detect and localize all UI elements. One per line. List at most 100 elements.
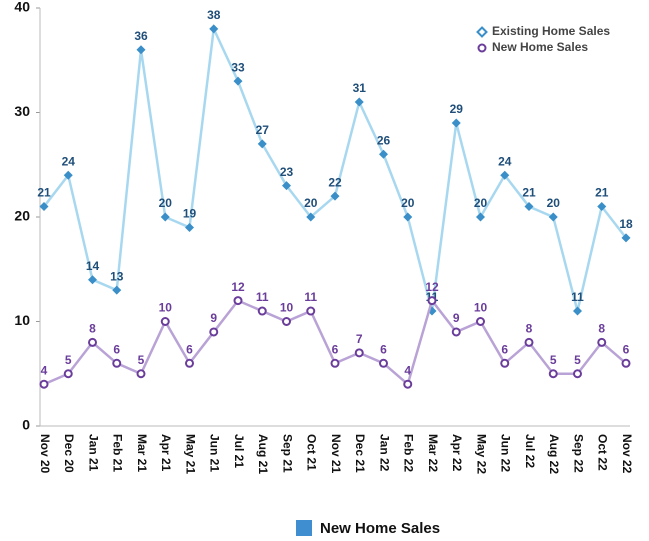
point — [88, 275, 97, 285]
x-tick-label: Nov 21 — [329, 434, 343, 474]
x-tick-label: Mar 21 — [135, 434, 149, 472]
x-tick-label: Jan 21 — [86, 434, 100, 472]
point — [112, 358, 122, 368]
data-label: 4 — [404, 363, 411, 377]
x-tick-label: Feb 22 — [402, 434, 416, 472]
point — [427, 296, 437, 306]
x-tick-label: Oct 21 — [305, 434, 319, 471]
x-tick-label: Jan 22 — [377, 434, 391, 472]
x-tick-label: Nov 22 — [620, 434, 634, 474]
x-tick-label: Oct 22 — [596, 434, 610, 471]
legend-label: New Home Sales — [492, 40, 588, 54]
data-label: 21 — [37, 186, 51, 200]
data-label: 19 — [183, 207, 197, 221]
legend-label: Existing Home Sales — [492, 24, 610, 38]
y-tick-label: 10 — [14, 312, 30, 328]
point — [621, 358, 631, 368]
x-tick-label: Mar 22 — [426, 434, 440, 472]
bottom-legend-label: New Home Sales — [320, 520, 440, 537]
data-label: 6 — [501, 342, 508, 356]
point — [88, 337, 97, 347]
point — [136, 45, 146, 55]
point — [573, 369, 582, 379]
point — [160, 317, 170, 326]
data-label: 14 — [86, 259, 100, 273]
point — [451, 118, 461, 128]
x-tick-label: May 22 — [474, 434, 488, 474]
data-label: 5 — [574, 353, 581, 367]
point — [500, 170, 510, 180]
point — [209, 327, 219, 337]
point — [597, 337, 607, 347]
data-label: 12 — [425, 280, 439, 294]
point — [112, 285, 122, 295]
point — [524, 202, 534, 212]
bottom-legend-swatch — [296, 520, 312, 536]
point — [306, 306, 316, 316]
point — [306, 212, 316, 222]
point — [39, 202, 49, 212]
data-label: 9 — [453, 311, 460, 325]
data-label: 9 — [210, 311, 217, 325]
data-label: 5 — [65, 353, 72, 367]
data-label: 20 — [159, 196, 173, 210]
data-label: 36 — [134, 29, 148, 43]
data-label: 38 — [207, 8, 221, 22]
data-label: 31 — [353, 81, 367, 95]
x-tick-label: May 21 — [183, 434, 197, 474]
point — [257, 139, 267, 149]
data-label: 21 — [595, 186, 609, 200]
point — [354, 348, 364, 358]
legend-marker — [477, 43, 487, 53]
data-label: 20 — [547, 196, 561, 210]
point — [548, 369, 558, 379]
x-tick-label: Aug 22 — [547, 434, 561, 474]
point — [185, 358, 194, 368]
x-tick-label: Jun 21 — [208, 434, 222, 472]
data-label: 26 — [377, 133, 391, 147]
point — [330, 358, 340, 368]
data-label: 6 — [623, 342, 630, 356]
point — [403, 212, 413, 222]
data-label: 6 — [380, 342, 387, 356]
point — [500, 358, 510, 368]
data-label: 11 — [571, 290, 584, 304]
y-tick-label: 30 — [14, 103, 30, 119]
x-tick-label: Apr 21 — [159, 434, 173, 472]
data-label: 18 — [619, 217, 633, 231]
point — [476, 317, 485, 326]
data-label: 27 — [256, 123, 270, 137]
data-label: 29 — [450, 102, 464, 116]
data-label: 10 — [474, 301, 488, 315]
data-label: 5 — [550, 353, 557, 367]
data-label: 4 — [41, 363, 48, 377]
point — [476, 212, 485, 222]
legend-marker — [476, 26, 488, 38]
point — [233, 76, 243, 86]
data-label: 6 — [113, 342, 120, 356]
point — [185, 222, 194, 232]
point — [282, 181, 291, 191]
data-label: 6 — [332, 342, 339, 356]
data-label: 10 — [280, 301, 294, 315]
data-label: 8 — [598, 322, 605, 336]
point — [257, 306, 267, 316]
point — [524, 337, 534, 347]
x-tick-label: Dec 21 — [353, 434, 367, 473]
point — [379, 358, 388, 368]
data-label: 7 — [356, 332, 363, 346]
x-tick-label: Jul 21 — [232, 434, 246, 468]
point — [282, 317, 291, 326]
data-label: 20 — [401, 196, 415, 210]
point — [63, 170, 73, 180]
point — [63, 369, 73, 379]
data-label: 13 — [110, 269, 124, 283]
y-tick-label: 0 — [22, 417, 30, 433]
data-label: 6 — [186, 342, 193, 356]
series: 4 5 8 6 5 10 6 9 12 11 10 11 6 7 6 4 12 9 10 6 8 5 5 8 6 — [39, 280, 631, 389]
x-tick-label: Sep 22 — [571, 434, 585, 473]
data-label: 22 — [328, 175, 342, 189]
point — [354, 97, 364, 107]
point — [39, 379, 49, 389]
